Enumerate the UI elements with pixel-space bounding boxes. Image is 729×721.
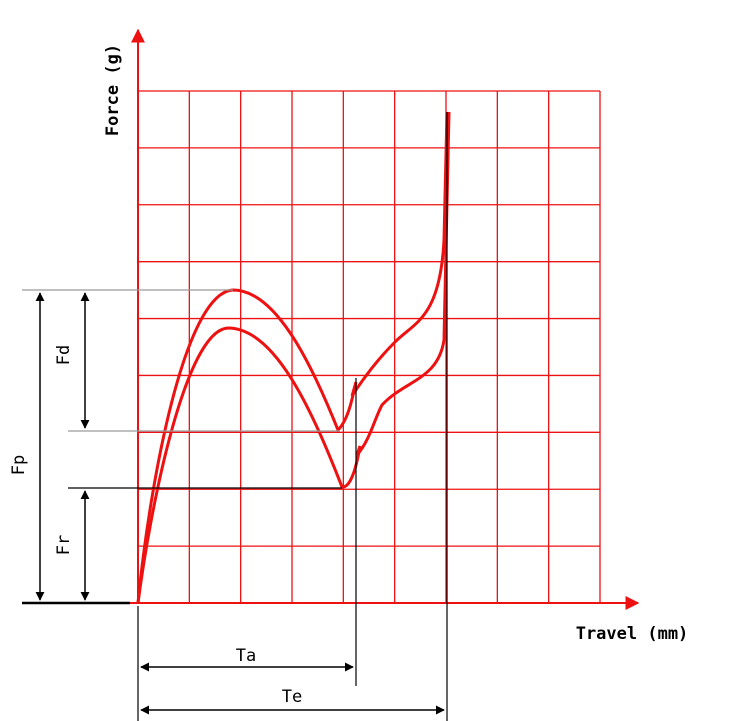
grid: [138, 90, 601, 603]
fd-label: Fd: [54, 345, 74, 365]
fr-label: Fr: [54, 535, 74, 555]
press-curve: [136, 111, 449, 604]
y-axis-label: Force (g): [103, 44, 123, 136]
fp-label: Fp: [9, 455, 29, 475]
x-axis-label: Travel (mm): [576, 624, 689, 644]
release-curve: [136, 111, 451, 604]
te-label: Te: [282, 687, 302, 707]
ta-label: Ta: [236, 646, 256, 666]
